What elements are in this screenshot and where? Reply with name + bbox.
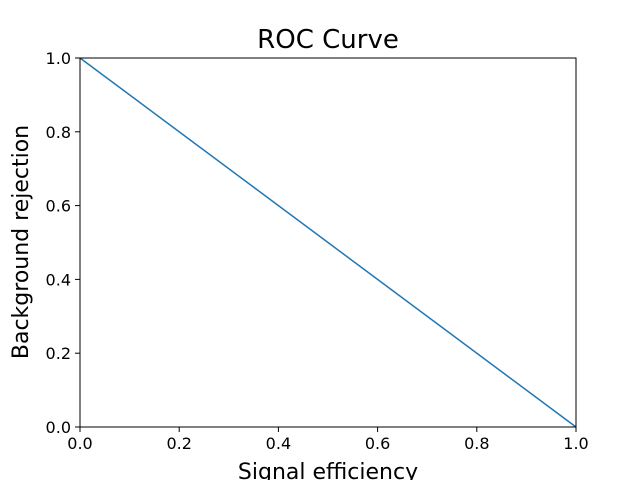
y-axis-label: Background rejection	[9, 125, 34, 359]
chart-title: ROC Curve	[257, 25, 399, 55]
series-layer	[79, 57, 577, 428]
x-tick-label: 0.0	[67, 434, 92, 453]
y-tick-label: 0.4	[46, 270, 71, 289]
y-tick-label: 0.8	[46, 123, 71, 142]
series-line	[79, 57, 577, 428]
y-tick-label: 0.0	[46, 418, 71, 437]
plot-frame	[79, 57, 577, 428]
x-tick-label: 0.8	[464, 434, 489, 453]
x-axis-ticks: 0.0 0.2 0.4 0.6 0.8 1.0	[67, 427, 589, 453]
y-tick-label: 0.2	[46, 344, 71, 363]
x-tick-label: 0.4	[266, 434, 291, 453]
x-tick-label: 1.0	[563, 434, 588, 453]
y-axis-ticks: 0.0 0.2 0.4 0.6 0.8 1.0	[46, 49, 80, 437]
x-tick-label: 0.2	[166, 434, 191, 453]
y-tick-label: 1.0	[46, 49, 71, 68]
y-tick-label: 0.6	[46, 197, 71, 216]
x-axis-label: Signal efficiency	[238, 460, 418, 480]
x-tick-label: 0.6	[365, 434, 390, 453]
